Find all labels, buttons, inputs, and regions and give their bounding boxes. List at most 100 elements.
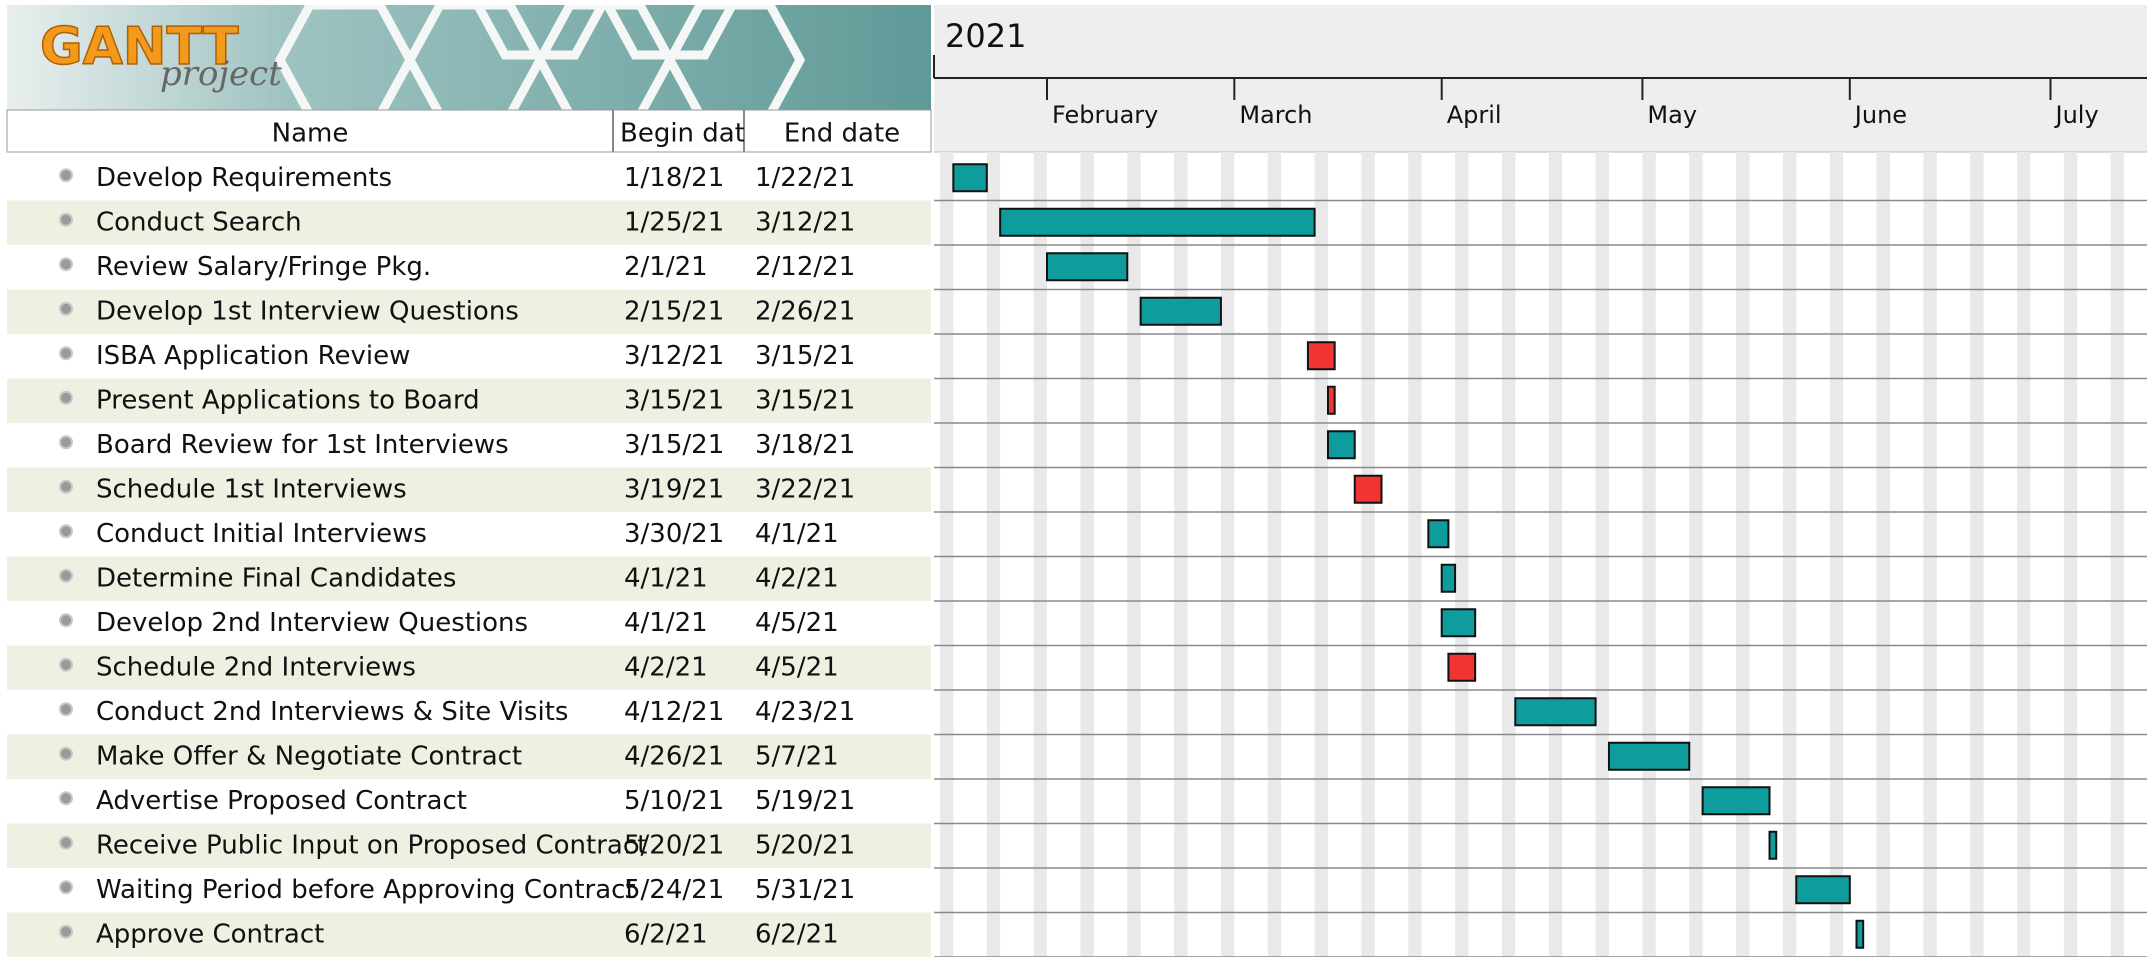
task-bar: [1609, 743, 1689, 770]
task-name: Conduct Initial Interviews: [96, 519, 427, 549]
task-begin: 3/15/21: [624, 385, 724, 415]
task-begin: 2/15/21: [624, 296, 724, 326]
task-name: Develop 2nd Interview Questions: [96, 608, 528, 638]
task-bar: [953, 164, 986, 191]
task-begin: 1/25/21: [624, 207, 724, 237]
weekend-stripe: [1923, 152, 1936, 957]
weekend-stripe: [1315, 152, 1328, 957]
task-end: 5/20/21: [755, 830, 855, 860]
weekend-stripe: [2017, 152, 2030, 957]
weekend-stripe: [1174, 152, 1187, 957]
weekend-stripe: [2111, 152, 2124, 957]
task-end: 4/1/21: [755, 519, 839, 549]
weekend-stripe: [1502, 152, 1515, 957]
task-bar: [1515, 698, 1595, 725]
month-label: May: [1647, 101, 1697, 129]
task-name: Schedule 1st Interviews: [96, 474, 407, 504]
task-end: 6/2/21: [755, 919, 839, 949]
task-name: Conduct 2nd Interviews & Site Visits: [96, 697, 568, 727]
page: GANTT project Name Begin date End date 2…: [0, 0, 2151, 957]
task-begin: 3/19/21: [624, 474, 724, 504]
task-name: Approve Contract: [96, 919, 324, 949]
row-bullet: [60, 258, 72, 270]
task-begin: 4/1/21: [624, 563, 708, 593]
task-begin: 1/18/21: [624, 163, 724, 193]
task-bar: [1448, 654, 1475, 681]
task-name: Develop 1st Interview Questions: [96, 296, 519, 326]
task-name: Review Salary/Fringe Pkg.: [96, 252, 431, 282]
task-end: 4/2/21: [755, 563, 839, 593]
task-name: Advertise Proposed Contract: [96, 786, 467, 816]
row-bullet: [60, 481, 72, 493]
task-end: 4/5/21: [755, 608, 839, 638]
logo-subtitle: project: [160, 54, 282, 94]
weekend-stripe: [1736, 152, 1749, 957]
month-label: April: [1447, 101, 1502, 129]
weekend-stripe: [1877, 152, 1890, 957]
weekend-stripe: [1127, 152, 1140, 957]
task-begin: 5/24/21: [624, 875, 724, 905]
row-bullet: [60, 614, 72, 626]
weekend-stripe: [1455, 152, 1468, 957]
logo: GANTT project: [7, 0, 931, 115]
task-bar: [1355, 476, 1382, 503]
row-bullet: [60, 792, 72, 804]
row-bullet: [60, 169, 72, 181]
task-end: 4/5/21: [755, 652, 839, 682]
task-end: 3/15/21: [755, 385, 855, 415]
weekend-stripe: [1221, 152, 1234, 957]
row-bullet: [60, 525, 72, 537]
task-name: Develop Requirements: [96, 163, 392, 193]
weekend-stripe: [1970, 152, 1983, 957]
task-begin: 3/15/21: [624, 430, 724, 460]
task-end: 3/15/21: [755, 341, 855, 371]
row-bullet: [60, 392, 72, 404]
task-begin: 6/2/21: [624, 919, 708, 949]
row-bullet: [60, 347, 72, 359]
task-begin: 3/12/21: [624, 341, 724, 371]
task-bar: [1770, 832, 1777, 859]
task-begin: 3/30/21: [624, 519, 724, 549]
weekend-stripe: [940, 152, 953, 957]
task-name: Receive Public Input on Proposed Contrac…: [96, 830, 647, 860]
task-end: 2/26/21: [755, 296, 855, 326]
task-end: 2/12/21: [755, 252, 855, 282]
task-end: 5/7/21: [755, 741, 839, 771]
month-label: June: [1853, 101, 1907, 129]
row-bullet: [60, 659, 72, 671]
task-end: 5/19/21: [755, 786, 855, 816]
task-name: Present Applications to Board: [96, 385, 480, 415]
task-name: ISBA Application Review: [96, 341, 410, 371]
month-label: March: [1239, 101, 1312, 129]
task-begin: 4/1/21: [624, 608, 708, 638]
weekend-stripe: [1689, 152, 1702, 957]
task-name: Waiting Period before Approving Contract: [96, 875, 636, 905]
weekend-stripe: [1830, 152, 1843, 957]
task-name: Schedule 2nd Interviews: [96, 652, 416, 682]
task-name: Board Review for 1st Interviews: [96, 430, 509, 460]
task-bar: [1796, 876, 1850, 903]
row-bullet: [60, 926, 72, 938]
task-name: Make Offer & Negotiate Contract: [96, 741, 522, 771]
weekend-stripe: [1549, 152, 1562, 957]
task-bar: [1141, 298, 1221, 325]
task-bar: [1856, 921, 1863, 948]
weekend-stripe: [1783, 152, 1796, 957]
weekend-stripe: [1361, 152, 1374, 957]
weekend-stripe: [1268, 152, 1281, 957]
task-name: Determine Final Candidates: [96, 563, 456, 593]
gantt-view: GANTT project Name Begin date End date 2…: [0, 0, 2151, 957]
weekend-stripe: [2064, 152, 2077, 957]
task-bar: [1000, 209, 1314, 236]
task-begin: 4/2/21: [624, 652, 708, 682]
task-begin: 2/1/21: [624, 252, 708, 282]
task-end: 3/22/21: [755, 474, 855, 504]
task-begin: 4/12/21: [624, 697, 724, 727]
row-bullet: [60, 881, 72, 893]
row-bullet: [60, 570, 72, 582]
task-bar: [1328, 431, 1355, 458]
row-bullet: [60, 703, 72, 715]
task-begin: 4/26/21: [624, 741, 724, 771]
month-label: July: [2054, 101, 2099, 129]
task-bar: [1442, 565, 1455, 592]
